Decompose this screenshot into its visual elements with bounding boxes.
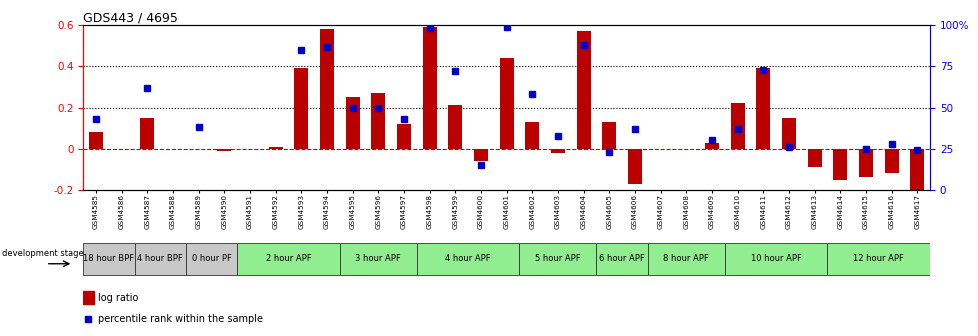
Bar (596, 243, 647, 275)
Text: 4 hour APF: 4 hour APF (445, 254, 490, 263)
Bar (422, 27, 436, 149)
Bar (83, 243, 134, 275)
Bar (730, 103, 744, 149)
Bar (473, 149, 487, 161)
Bar (883, 149, 898, 173)
Text: 0 hour PF: 0 hour PF (192, 254, 231, 263)
Text: 2 hour APF: 2 hour APF (265, 254, 311, 263)
Bar (525, 122, 539, 149)
Bar (339, 243, 417, 275)
Bar (826, 243, 929, 275)
Bar (140, 118, 155, 149)
Text: GDS443 / 4695: GDS443 / 4695 (83, 11, 178, 24)
Text: 18 hour BPF: 18 hour BPF (83, 254, 134, 263)
Text: 6 hour APF: 6 hour APF (599, 254, 645, 263)
Bar (858, 149, 872, 177)
Bar (83, 291, 94, 304)
Bar (832, 149, 846, 179)
Bar (755, 69, 770, 149)
Bar (627, 149, 642, 184)
Bar (724, 243, 826, 275)
Bar (576, 31, 590, 149)
Bar (237, 243, 339, 275)
Bar (499, 58, 513, 149)
Text: percentile rank within the sample: percentile rank within the sample (98, 314, 263, 325)
Bar (89, 132, 103, 149)
Bar (268, 146, 283, 149)
Bar (601, 122, 616, 149)
Text: 4 hour BPF: 4 hour BPF (137, 254, 183, 263)
Bar (371, 93, 385, 149)
Bar (519, 243, 596, 275)
Text: 3 hour APF: 3 hour APF (355, 254, 401, 263)
Bar (448, 106, 462, 149)
Bar (781, 118, 795, 149)
Text: 5 hour APF: 5 hour APF (535, 254, 580, 263)
Bar (551, 149, 564, 153)
Bar (910, 149, 923, 194)
Bar (134, 243, 186, 275)
Bar (417, 243, 519, 275)
Bar (647, 243, 724, 275)
Bar (217, 149, 231, 151)
Text: 10 hour APF: 10 hour APF (750, 254, 801, 263)
Text: 12 hour APF: 12 hour APF (853, 254, 904, 263)
Bar (704, 142, 718, 149)
Bar (294, 69, 308, 149)
Text: 8 hour APF: 8 hour APF (663, 254, 708, 263)
Text: log ratio: log ratio (98, 293, 138, 303)
Bar (807, 149, 821, 167)
Bar (186, 243, 237, 275)
Bar (345, 97, 359, 149)
Text: development stage: development stage (2, 249, 83, 258)
Bar (396, 124, 411, 149)
Bar (320, 29, 333, 149)
